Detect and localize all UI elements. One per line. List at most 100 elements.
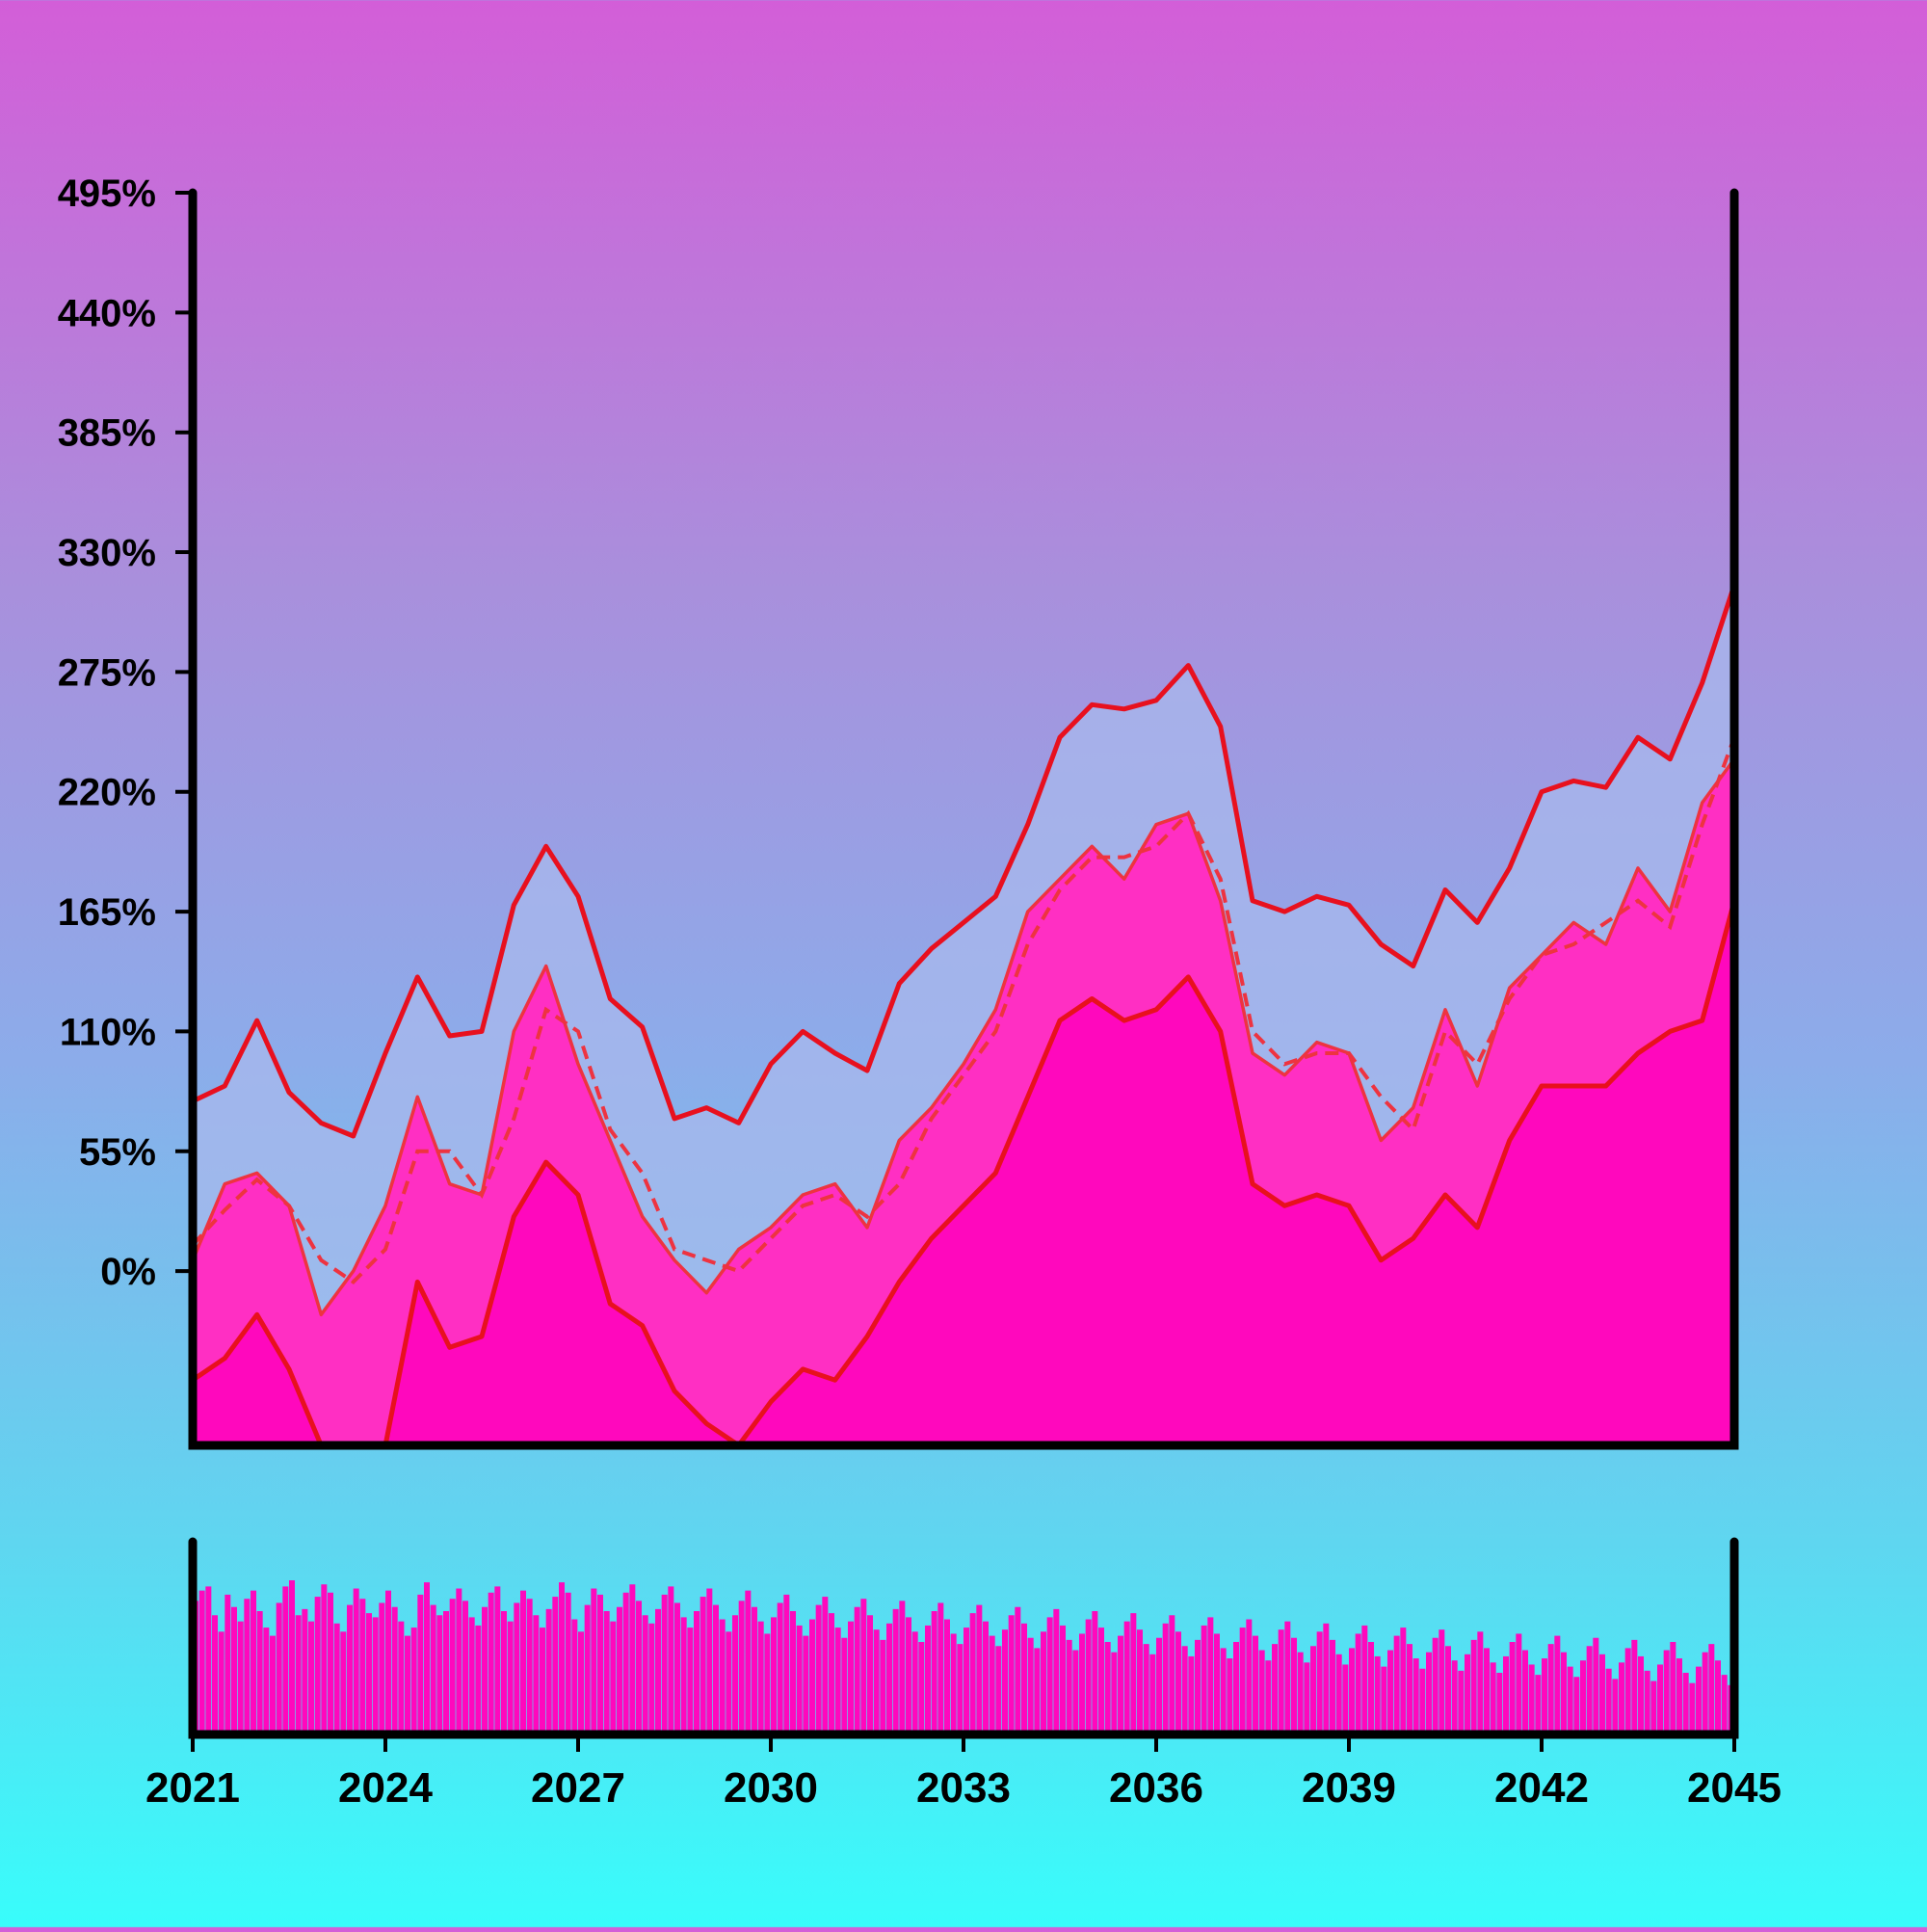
volume-bar	[1349, 1648, 1355, 1734]
volume-bar	[552, 1597, 559, 1734]
volume-bar	[1458, 1670, 1465, 1734]
volume-bar	[906, 1617, 911, 1734]
volume-bar	[321, 1584, 328, 1734]
volume-bar	[430, 1604, 436, 1734]
volume-bar	[1696, 1666, 1702, 1734]
volume-bar	[1169, 1615, 1175, 1734]
volume-bar	[829, 1613, 834, 1734]
volume-bar	[1484, 1648, 1490, 1734]
volume-bar	[1188, 1655, 1195, 1734]
volume-bar	[815, 1604, 822, 1734]
volume-bar	[790, 1611, 796, 1734]
main-plot	[191, 584, 1737, 1448]
volume-bar	[1624, 1648, 1631, 1734]
volume-bar	[405, 1635, 410, 1734]
volume-bar	[1072, 1650, 1079, 1734]
x-axis-ticks: 2021 2024 2027 2030 2033 2036 2039 2042 2045	[145, 1734, 1782, 1812]
volume-bar	[1041, 1631, 1046, 1734]
volume-bar	[1426, 1652, 1432, 1734]
volume-bar	[976, 1604, 983, 1734]
volume-bar	[950, 1633, 957, 1734]
volume-bar	[1342, 1664, 1349, 1734]
volume-bar	[803, 1635, 809, 1734]
volume-bar	[925, 1625, 931, 1734]
volume-bar	[713, 1604, 719, 1734]
volume-bar	[410, 1628, 417, 1734]
volume-bar	[244, 1599, 251, 1734]
volume-bar	[314, 1597, 321, 1734]
volume-bar	[1149, 1654, 1156, 1734]
volume-bar	[687, 1628, 694, 1734]
y-tick-label: 330%	[58, 532, 156, 574]
volume-bar	[636, 1601, 642, 1734]
y-tick-label: 385%	[58, 412, 156, 455]
volume-bar	[822, 1597, 829, 1734]
volume-bar	[1066, 1639, 1072, 1734]
volume-bar	[957, 1644, 964, 1734]
volume-bar	[1542, 1658, 1547, 1734]
volume-bar	[854, 1606, 860, 1734]
y-tick-label: 440%	[58, 292, 156, 334]
volume-bar	[1214, 1633, 1220, 1734]
volume-bar	[591, 1588, 597, 1734]
volume-bar	[655, 1608, 661, 1734]
y-tick-label: 275%	[58, 651, 156, 694]
volume-bar	[1612, 1679, 1619, 1734]
volume-bar	[1599, 1654, 1605, 1734]
volume-bar	[443, 1611, 449, 1734]
volume-bar	[1702, 1652, 1708, 1734]
volume-bar	[1175, 1631, 1181, 1734]
y-tick-label: 495%	[58, 172, 156, 215]
volume-bar	[507, 1621, 514, 1734]
volume-bar	[937, 1602, 944, 1734]
volume-bar	[899, 1601, 906, 1734]
volume-bar	[251, 1590, 256, 1734]
y-axis-ticks: 0% 55% 110% 165% 220% 275% 330% 385% 440% 495%	[58, 172, 193, 1293]
volume-bar	[276, 1602, 282, 1734]
volume-bar	[1393, 1635, 1400, 1734]
volume-bar	[886, 1623, 892, 1734]
volume-bar	[1509, 1642, 1516, 1734]
volume-bar	[385, 1590, 391, 1734]
volume-bar	[1432, 1637, 1439, 1734]
volume-bar	[1361, 1625, 1368, 1734]
volume-bar	[777, 1602, 783, 1734]
volume-bar	[995, 1646, 1002, 1734]
volume-bar	[205, 1586, 212, 1734]
volume-bar	[462, 1601, 468, 1734]
volume-bar	[1253, 1635, 1258, 1734]
volume-bar	[1477, 1631, 1484, 1734]
lower-band-line	[191, 900, 1737, 1448]
volume-bar	[488, 1592, 494, 1734]
volume-bar	[944, 1619, 950, 1734]
volume-bar	[1670, 1642, 1676, 1734]
volume-bar	[834, 1628, 841, 1734]
volume-bar	[379, 1602, 385, 1734]
volume-bar	[1419, 1668, 1426, 1734]
volume-bar	[726, 1631, 732, 1734]
volume-bar	[1239, 1628, 1246, 1734]
volume-bar	[1111, 1652, 1118, 1734]
volume-bar	[668, 1586, 674, 1734]
volume-bar	[1682, 1673, 1689, 1734]
volume-bar	[1123, 1621, 1130, 1734]
volume-bar	[1284, 1621, 1291, 1734]
volume-bar	[1335, 1654, 1342, 1734]
volume-bar	[333, 1623, 340, 1734]
volume-bar	[918, 1642, 925, 1734]
volume-bar	[1021, 1623, 1027, 1734]
volume-bar	[1439, 1629, 1445, 1734]
volume-bar	[1644, 1670, 1650, 1734]
volume-bar	[873, 1629, 880, 1734]
volume-bar	[1085, 1619, 1092, 1734]
volume-bar	[983, 1621, 989, 1734]
volume-bar	[1708, 1644, 1715, 1734]
volume-bar	[1573, 1677, 1580, 1734]
x-tick-label: 2039	[1302, 1764, 1396, 1812]
volume-bar	[892, 1608, 899, 1734]
volume-bar	[1586, 1646, 1593, 1734]
volume-bar	[1330, 1639, 1335, 1734]
volume-bar	[584, 1604, 591, 1734]
volume-bar	[1496, 1673, 1503, 1734]
volume-bar	[1528, 1664, 1535, 1734]
